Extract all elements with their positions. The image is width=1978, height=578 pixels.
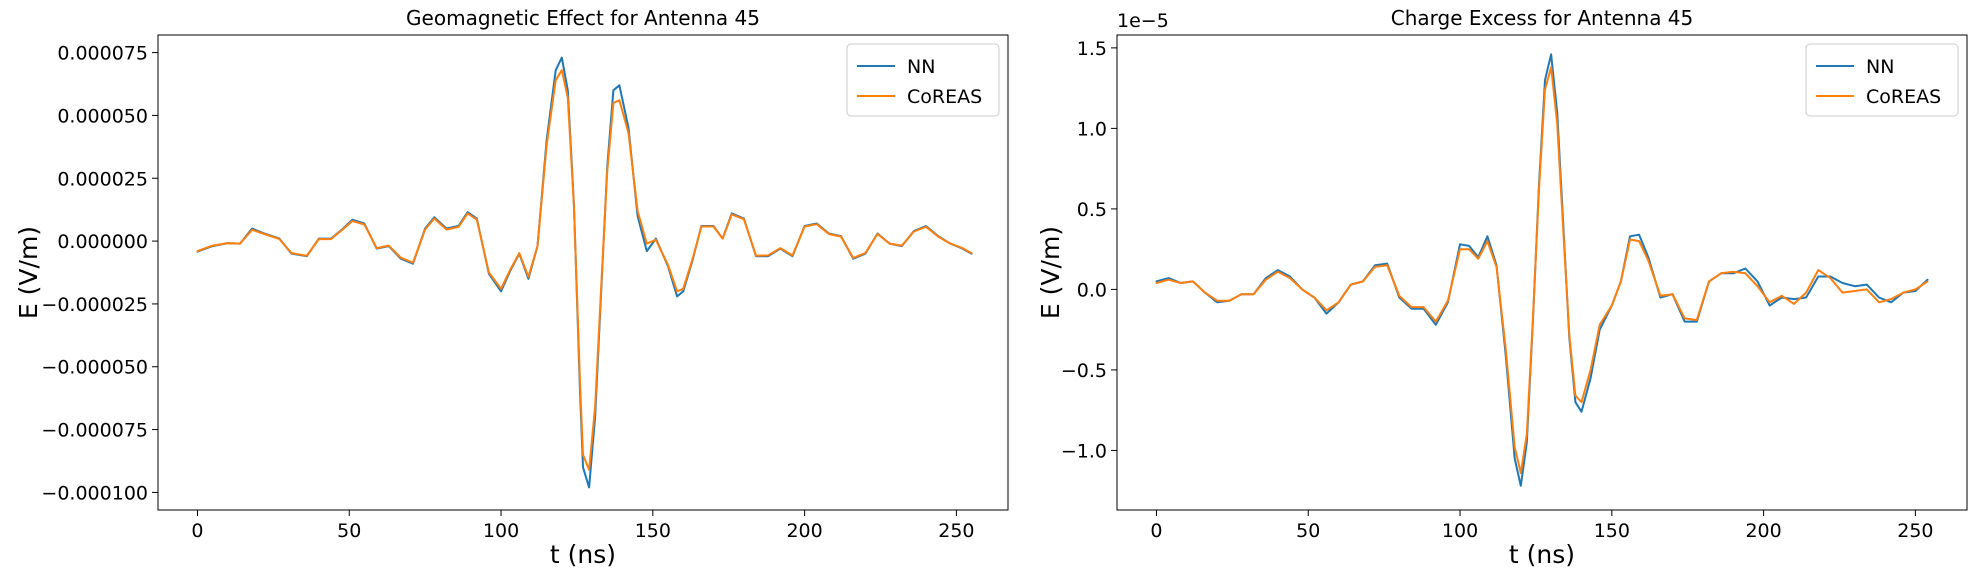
y-tick-label: −0.000075: [41, 420, 148, 442]
x-tick-label: 50: [337, 520, 361, 542]
x-axis-label: t (ns): [550, 540, 616, 569]
x-tick-label: 0: [1150, 520, 1162, 542]
legend-label: NN: [907, 56, 935, 78]
chart-panel-2: Charge Excess for Antenna 45 1e−5 0 50 100 15…: [1036, 6, 1968, 569]
y-axis-label: E (V/m): [14, 226, 43, 319]
y-tick-label: 0.5: [1077, 199, 1107, 221]
legend-label: CoREAS: [1866, 86, 1941, 108]
y-tick-label: 0.000025: [57, 168, 148, 190]
series-line-coreas: [196, 69, 973, 471]
chart-title: Geomagnetic Effect for Antenna 45: [406, 6, 760, 30]
y-tick-label: 0.000075: [57, 43, 148, 65]
plot-frame: [157, 34, 1009, 511]
series-line-nn: [196, 56, 973, 489]
y-tick-label: 0.000000: [57, 231, 148, 253]
y-axis-label: E (V/m): [1036, 226, 1065, 319]
x-tick-label: 250: [938, 520, 974, 542]
legend-frame: [1805, 43, 1959, 117]
plot-frame: [1116, 34, 1968, 511]
y-tick-label: −0.5: [1061, 360, 1107, 382]
x-tick-label: 150: [1594, 520, 1630, 542]
y-tick-label: −0.000050: [41, 357, 148, 379]
legend: NN CoREAS: [846, 43, 1000, 117]
legend-label: NN: [1866, 56, 1894, 78]
chart-panel-1: Geomagnetic Effect for Antenna 45 0 50 100 1…: [14, 6, 1009, 569]
y-tick-label: −1.0: [1061, 440, 1107, 462]
x-tick-label: 0: [191, 520, 203, 542]
y-tick-label: −0.000100: [41, 482, 148, 504]
x-tick-label: 200: [786, 520, 822, 542]
series-group: [1155, 53, 1929, 487]
legend-frame: [846, 43, 1000, 117]
chart-title: Charge Excess for Antenna 45: [1391, 6, 1694, 30]
x-tick-label: 150: [635, 520, 671, 542]
y-tick-label: 0.000050: [57, 105, 148, 127]
x-tick-label: 50: [1296, 520, 1320, 542]
x-tick-label: 200: [1745, 520, 1781, 542]
y-tick-label: 1.0: [1077, 118, 1107, 140]
y-offset-text: 1e−5: [1117, 10, 1169, 32]
x-tick-label: 100: [1442, 520, 1478, 542]
y-tick-label: 0.0: [1077, 279, 1107, 301]
legend-label: CoREAS: [907, 86, 982, 108]
series-line-coreas: [1155, 66, 1929, 474]
series-line-nn: [1155, 53, 1929, 487]
x-axis-label: t (ns): [1509, 540, 1575, 569]
y-tick-label: −0.000025: [41, 294, 148, 316]
legend: NN CoREAS: [1805, 43, 1959, 117]
series-group: [196, 56, 973, 489]
x-tick-label: 100: [483, 520, 519, 542]
y-tick-label: 1.5: [1077, 38, 1107, 60]
x-tick-label: 250: [1897, 520, 1933, 542]
